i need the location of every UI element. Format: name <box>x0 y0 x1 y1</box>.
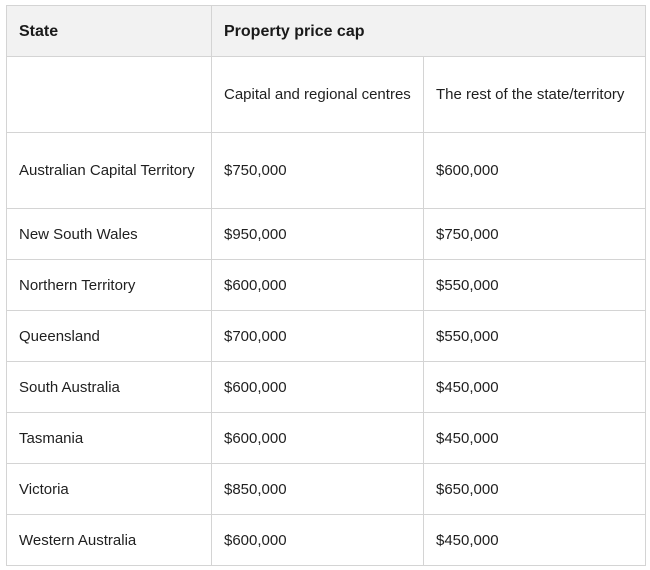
subheader-rest: The rest of the state/territory <box>423 56 646 133</box>
rest-cap-cell: $650,000 <box>423 463 646 515</box>
rest-cap-cell: $450,000 <box>423 412 646 464</box>
rest-cap-cell: $550,000 <box>423 310 646 362</box>
table-row: Australian Capital Territory $750,000 $6… <box>6 132 646 209</box>
capital-cap-cell: $950,000 <box>211 208 424 260</box>
rest-cap-cell: $600,000 <box>423 132 646 209</box>
table-row: Tasmania $600,000 $450,000 <box>6 412 646 464</box>
table-row: Queensland $700,000 $550,000 <box>6 310 646 362</box>
state-cell: Victoria <box>6 463 212 515</box>
capital-cap-cell: $850,000 <box>211 463 424 515</box>
capital-cap-cell: $600,000 <box>211 514 424 566</box>
table-row: Northern Territory $600,000 $550,000 <box>6 259 646 311</box>
capital-cap-cell: $600,000 <box>211 361 424 413</box>
table-row: South Australia $600,000 $450,000 <box>6 361 646 413</box>
rest-cap-cell: $550,000 <box>423 259 646 311</box>
rest-cap-cell: $750,000 <box>423 208 646 260</box>
table-row: Victoria $850,000 $650,000 <box>6 463 646 515</box>
capital-cap-cell: $600,000 <box>211 259 424 311</box>
rest-cap-cell: $450,000 <box>423 361 646 413</box>
price-cap-table: State Property price cap Capital and reg… <box>6 5 646 566</box>
table-row: Western Australia $600,000 $450,000 <box>6 514 646 566</box>
header-state: State <box>6 5 212 57</box>
capital-cap-cell: $600,000 <box>211 412 424 464</box>
state-cell: Northern Territory <box>6 259 212 311</box>
capital-cap-cell: $700,000 <box>211 310 424 362</box>
state-cell: Tasmania <box>6 412 212 464</box>
table-row: New South Wales $950,000 $750,000 <box>6 208 646 260</box>
state-cell: Western Australia <box>6 514 212 566</box>
capital-cap-cell: $750,000 <box>211 132 424 209</box>
state-cell: New South Wales <box>6 208 212 260</box>
state-cell: Queensland <box>6 310 212 362</box>
rest-cap-cell: $450,000 <box>423 514 646 566</box>
subheader-empty <box>6 56 212 133</box>
header-price-cap: Property price cap <box>211 5 646 57</box>
subheader-capital: Capital and regional centres <box>211 56 424 133</box>
state-cell: Australian Capital Territory <box>6 132 212 209</box>
state-cell: South Australia <box>6 361 212 413</box>
subheader-row: Capital and regional centres The rest of… <box>6 56 646 133</box>
header-row: State Property price cap <box>6 5 646 57</box>
